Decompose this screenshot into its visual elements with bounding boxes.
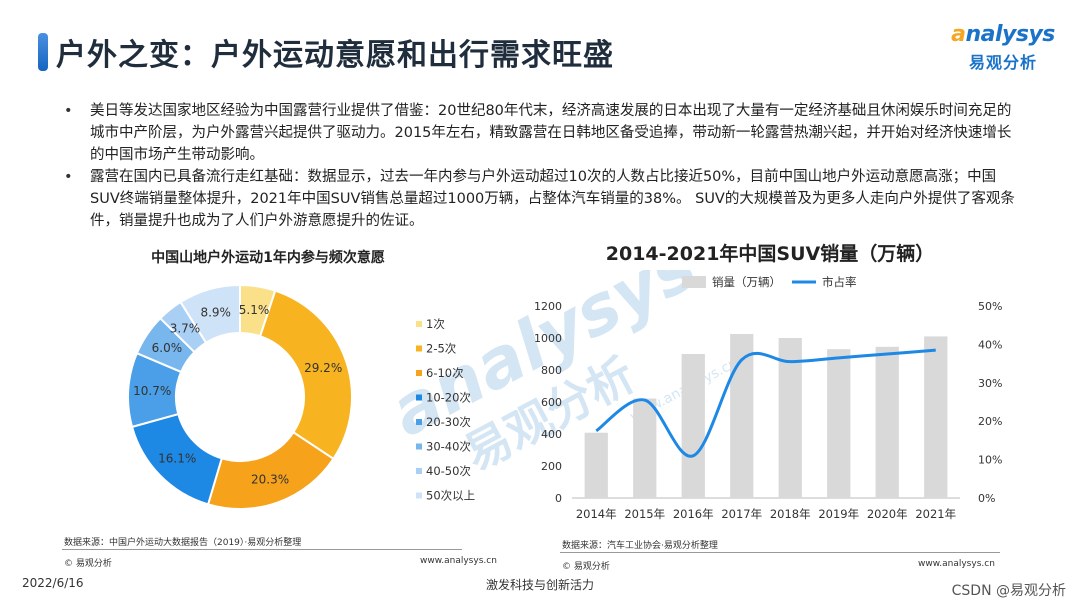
logo-chinese-name: 易观分析 — [968, 53, 1037, 72]
donut-slice-label: 10.7% — [133, 384, 171, 398]
legend-label: 1次 — [426, 317, 445, 331]
donut-slice-label: 5.1% — [239, 303, 270, 317]
title-accent-bar — [38, 33, 48, 71]
donut-slice-label: 16.1% — [158, 452, 196, 466]
combo-url: www.analysys.cn — [918, 559, 995, 569]
x-tick-label: 2014年 — [576, 507, 617, 521]
y2-tick-label: 10% — [978, 454, 1002, 467]
bullet-item: 美日等发达国家地区经验为中国露营行业提供了借鉴：20世纪80年代末，经济高速发展… — [62, 100, 1022, 166]
legend-label-share: 市占率 — [822, 275, 857, 289]
combo-title: 2014-2021年中国SUV销量（万辆） — [606, 242, 934, 265]
brand-logo: analysys 易观分析 — [948, 22, 1058, 80]
y-tick-label: 1200 — [534, 300, 562, 313]
logo-wordmark-first-letter: a — [951, 22, 966, 47]
legend-label: 20-30次 — [426, 415, 471, 429]
bar — [875, 346, 899, 498]
legend-swatch — [416, 492, 422, 499]
x-tick-label: 2015年 — [624, 507, 665, 521]
logo-wordmark-rest: nalysys — [965, 22, 1055, 47]
y2-tick-label: 40% — [978, 338, 1002, 351]
donut-slice-label: 29.2% — [304, 361, 342, 375]
donut-slice-label: 20.3% — [251, 473, 289, 487]
bar — [924, 336, 948, 498]
bar — [778, 338, 802, 498]
y-tick-label: 200 — [541, 460, 562, 473]
combo-copyright: © 易观分析 — [562, 562, 610, 572]
y-tick-label: 800 — [541, 364, 562, 377]
combo-divider — [560, 552, 1000, 553]
legend-swatch — [416, 321, 422, 327]
combo-source: 数据来源：汽车工业协会·易观分析整理 — [562, 541, 718, 551]
legend-label: 2-5次 — [426, 342, 457, 356]
bar — [827, 349, 851, 498]
donut-slice-label: 8.9% — [200, 305, 231, 319]
x-tick-label: 2020年 — [867, 507, 908, 521]
x-tick-label: 2021年 — [915, 507, 956, 521]
legend-label: 40-50次 — [426, 464, 471, 478]
donut-slice-label: 3.7% — [170, 321, 201, 335]
bullet-list: 美日等发达国家地区经验为中国露营行业提供了借鉴：20世纪80年代末，经济高速发展… — [62, 100, 1022, 232]
x-tick-label: 2019年 — [818, 507, 859, 521]
donut-copyright: © 易观分析 — [64, 559, 112, 569]
combo-chart: 2014-2021年中国SUV销量（万辆） 销量（万辆） 市占率 0 200 400 6… — [534, 242, 1002, 521]
legend-label-sales: 销量（万辆） — [712, 275, 781, 289]
donut-title: 中国山地户外运动1年内参与频次意愿 — [151, 249, 385, 266]
bar — [730, 334, 754, 498]
legend-swatch — [416, 468, 422, 474]
x-tick-label: 2016年 — [673, 507, 714, 521]
market-share-line — [595, 348, 936, 458]
page-title: 户外之变：户外运动意愿和出行需求旺盛 — [56, 38, 614, 73]
bullet-item: 露营在国内已具备流行走红基础：数据显示，过去一年内参与户外运动超过10次的人数占… — [62, 166, 1022, 232]
donut-slice — [258, 289, 353, 461]
bar — [584, 432, 608, 498]
footer-slogan: 激发科技与创新活力 — [485, 578, 594, 592]
x-tick-label: 2018年 — [770, 507, 811, 521]
y-tick-label: 1000 — [534, 332, 562, 345]
donut-chart: 中国山地户外运动1年内参与频次意愿 5.1% 29.2% 20.3% 16.1% 10.… — [127, 249, 475, 510]
donut-divider — [62, 549, 462, 550]
legend-swatch — [416, 394, 422, 401]
y-tick-label: 0 — [555, 492, 562, 505]
legend-label: 30-40次 — [426, 440, 471, 454]
logo-wordmark: analysys — [948, 22, 1058, 47]
legend-label: 50次以上 — [426, 489, 475, 503]
donut-slice — [179, 283, 241, 345]
donut-slice-label: 6.0% — [152, 341, 183, 355]
legend-swatch — [416, 419, 422, 425]
bar — [681, 354, 705, 498]
y2-tick-label: 30% — [978, 377, 1002, 390]
donut-url: www.analysys.cn — [420, 556, 497, 566]
y2-tick-label: 0% — [978, 492, 995, 505]
legend-swatch — [416, 370, 422, 376]
x-tick-label: 2017年 — [721, 507, 762, 521]
donut-source: 数据来源：中国户外运动大数据报告（2019）·易观分析整理 — [64, 538, 302, 548]
y-tick-label: 400 — [541, 428, 562, 441]
footer-csdn-credit: CSDN @易观分析 — [951, 583, 1066, 599]
footer-date: 2022/6/16 — [22, 576, 84, 590]
y2-tick-label: 20% — [978, 415, 1002, 428]
y-tick-label: 600 — [541, 396, 562, 409]
legend-swatch — [416, 345, 422, 352]
legend-label: 6-10次 — [426, 366, 464, 380]
y2-tick-label: 50% — [978, 300, 1002, 313]
legend-label: 10-20次 — [426, 391, 471, 405]
legend-swatch — [416, 443, 422, 450]
legend-swatch-sales — [682, 276, 706, 288]
bar — [633, 398, 657, 498]
